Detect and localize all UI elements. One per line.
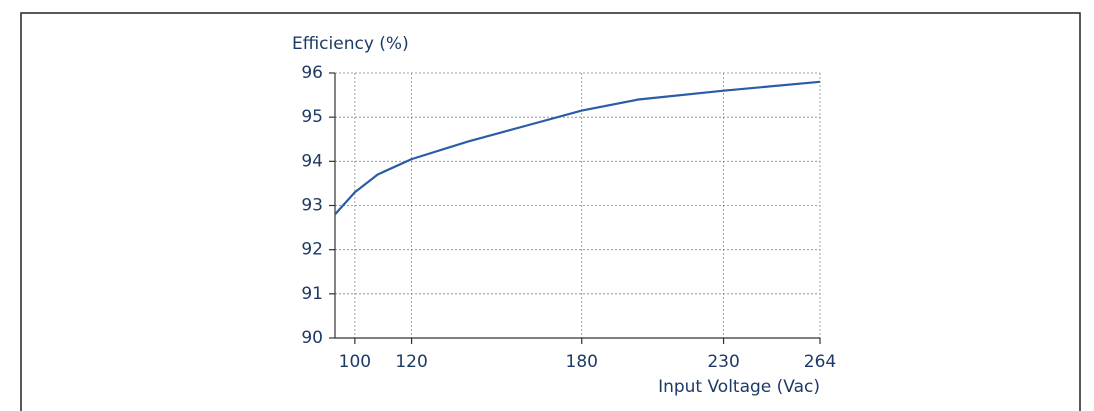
y-tick-label: 92: [301, 240, 323, 260]
y-tick-label: 96: [301, 63, 323, 83]
y-tick-label: 91: [301, 284, 323, 304]
x-tick-label: 120: [395, 352, 427, 372]
y-tick-label: 90: [301, 328, 323, 348]
y-tick-label: 95: [301, 107, 323, 127]
frame: [20, 12, 1081, 411]
x-tick-label: 180: [566, 352, 598, 372]
x-tick-label: 230: [707, 352, 739, 372]
x-tick-label: 100: [339, 352, 371, 372]
line: [334, 80, 821, 216]
x-tick-label: 264: [804, 352, 836, 372]
x-axis-label: Input Voltage (Vac): [658, 377, 820, 397]
y-axis-label: Efficiency (%): [292, 34, 409, 54]
y-tick-label: 93: [301, 196, 323, 216]
y-tick-label: 94: [301, 151, 323, 171]
